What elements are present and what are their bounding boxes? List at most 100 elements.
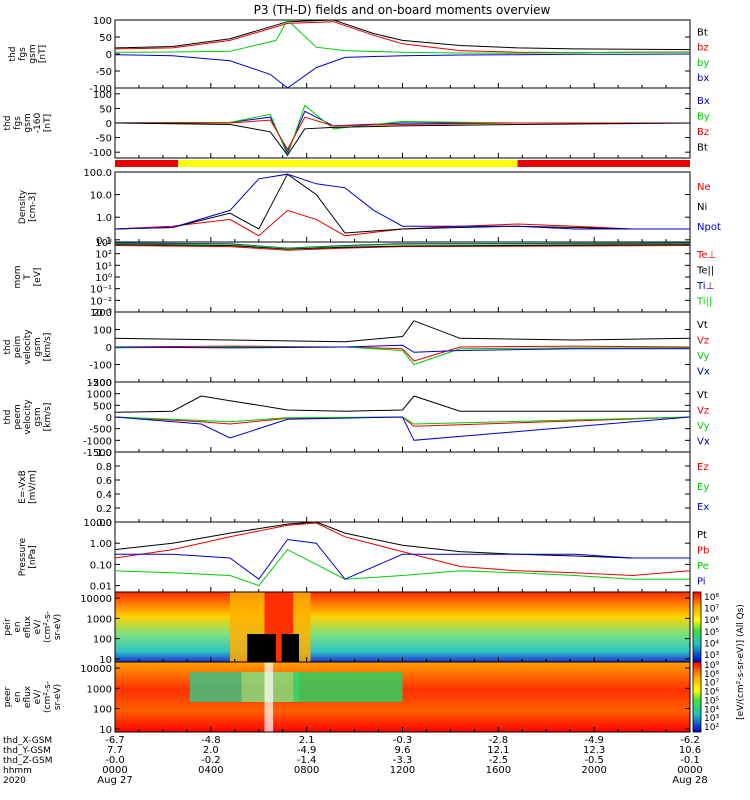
y-axis-label: E=-VxB[mV/m]	[18, 470, 38, 504]
series-line-Npot	[115, 173, 690, 230]
y-axis-label-line: (cm²-s-	[43, 681, 53, 713]
series-line-Vy	[115, 416, 690, 425]
colorbar-label: [eV/(cm²-s-sr-eV)] (All Qs)	[736, 604, 746, 720]
legend-entry-Ni: Ni	[697, 202, 707, 213]
legend-entry-Pb: Pb	[697, 545, 709, 556]
colorbar-tick-label-top: 10³	[704, 651, 719, 661]
y-axis-label-line: peem	[13, 404, 23, 430]
y-tick-label: 1000	[87, 390, 112, 401]
y-axis-label-line: [nT]	[38, 45, 48, 63]
y-tick-label: 10¹	[95, 261, 112, 272]
panels-layer: 100500-50-100thdfgsgsm[nT]Btbzbybx100500…	[0, 16, 721, 736]
y-tick-label: 10	[99, 655, 112, 666]
y-axis-label-line: eflux	[23, 615, 33, 638]
x-tick-Y-gsm: 12.3	[583, 745, 605, 756]
legend-entry-Vy: Vy	[697, 351, 710, 362]
x-tick-Z-gsm: -2.5	[489, 755, 509, 766]
x-axis-row-label: thd_Z-GSM	[3, 756, 52, 766]
y-axis-label: thdpeerenefluxeV/(cm²-s-sr-eV)	[0, 681, 63, 713]
y-axis-label-line: [nT]	[43, 114, 53, 132]
y-tick-label: 10⁻²	[90, 296, 112, 307]
y-tick-label: 0.2	[96, 504, 112, 515]
colorbar-1	[692, 591, 702, 663]
x-tick-date: Aug 27	[97, 775, 132, 786]
y-axis-label: thdfgsgsm-160[nT]	[3, 113, 53, 134]
legend-entry-Pi: Pi	[697, 576, 706, 587]
legend-entry-by: by	[697, 58, 709, 69]
y-axis-label-line: eflux	[23, 685, 33, 708]
legend-entry-bx: bx	[697, 73, 709, 84]
series-line-Bt	[115, 20, 690, 51]
x-axis-row-label: thd_X-GSM	[3, 736, 52, 746]
x-tick-Y-gsm: 12.1	[487, 745, 509, 756]
y-tick-label: -200	[89, 378, 112, 389]
y-tick-label: 0	[106, 413, 112, 424]
legend-entry-Ez: Ez	[697, 462, 709, 473]
y-tick-label: 100.0	[83, 168, 112, 179]
y-axis-label: Density[cm-3]	[18, 189, 38, 224]
legend-entry-Bt: Bt	[697, 142, 708, 153]
legend-entry-Vy: Vy	[697, 421, 710, 432]
series-line-Pe	[115, 548, 690, 587]
series-line-Vy	[115, 346, 690, 366]
y-axis-label: thdpeirenefluxeV/(cm²-s-sr-eV)	[0, 611, 63, 643]
panel-frame	[114, 451, 691, 523]
series-line-By	[115, 104, 690, 157]
series-group	[115, 173, 690, 237]
y-tick-label: 100	[93, 90, 112, 101]
y-tick-label: 1.0	[96, 213, 112, 224]
x-tick-hhmm: 1200	[390, 765, 415, 776]
y-tick-label: -100	[89, 148, 112, 159]
y-axis-label-line: eV/	[33, 619, 43, 635]
panel-efield: 1.0 0.8 0.6 0.4 0.2 0.0 E=-VxB[mV/m] Ez Ey Ex	[18, 448, 709, 529]
y-tick-label: 1500	[87, 378, 112, 389]
y-tick-label: 10	[99, 725, 112, 736]
legend-entry-Vt: Vt	[697, 390, 708, 401]
colorbar-tick-label-bottom: 10⁵	[704, 696, 719, 706]
y-tick-label: 0.1	[96, 236, 112, 247]
series-line-bz	[115, 21, 690, 54]
colorbar-tick-label-bottom: 10⁶	[704, 688, 719, 698]
colorbar-tick-label-top: 10⁸	[704, 593, 719, 603]
x-axis-row-label: 2020	[3, 776, 26, 786]
x-tick-date: Aug 28	[672, 775, 707, 786]
y-tick-label: 0.4	[96, 490, 112, 501]
heatmap-field	[115, 592, 690, 662]
y-axis-label-line: (cm²-s-	[43, 611, 53, 643]
y-tick-label: 0	[106, 119, 112, 130]
legend-entry-Pe: Pe	[697, 561, 709, 572]
series-group	[115, 104, 690, 157]
y-tick-label: 10⁰	[95, 273, 112, 284]
x-tick-X-gsm: -6.2	[680, 735, 700, 746]
y-axis-label-line: [mV/m]	[28, 470, 38, 504]
legend-entry-Ex: Ex	[697, 502, 709, 513]
y-tick-label: 0	[106, 343, 112, 354]
y-axis-label-line: thd	[3, 410, 13, 425]
heatmap-dropout-1	[247, 634, 276, 662]
y-tick-label: -100	[89, 361, 112, 372]
series-group	[115, 522, 690, 587]
legend-entry-Ne: Ne	[697, 182, 711, 193]
colorbar-tick-label-top: 10⁴	[704, 639, 719, 649]
y-tick-label: 1000	[87, 614, 112, 625]
y-tick-label: -1000	[83, 436, 112, 447]
legend-entry-Bz: Bz	[697, 127, 709, 138]
panel-peer-spectrogram: 10000 1000 100 10 thdpeerenefluxeV/(cm²-s-sr…	[0, 661, 691, 736]
x-tick-Y-gsm: 7.7	[107, 745, 123, 756]
y-axis-label-line: [eV]	[33, 268, 43, 287]
legend-entry-Te⊥: Te⊥	[696, 250, 716, 261]
y-tick-label: 0.01	[90, 582, 112, 593]
y-axis-label-line: thd	[0, 620, 3, 635]
y-tick-label: 0.10	[90, 560, 112, 571]
x-tick-X-gsm: 2.1	[299, 735, 315, 746]
y-axis-label-line: gsm	[33, 337, 43, 356]
y-tick-label: 50	[99, 104, 112, 115]
x-tick-Z-gsm: -0.5	[584, 755, 604, 766]
y-axis-label: thdpeemvelocitygsm[km/s]	[3, 399, 53, 435]
y-tick-label: -50	[96, 67, 112, 78]
y-tick-label: -100	[89, 84, 112, 95]
x-tick-X-gsm: -4.8	[201, 735, 221, 746]
x-tick-hhmm: 2000	[581, 765, 606, 776]
